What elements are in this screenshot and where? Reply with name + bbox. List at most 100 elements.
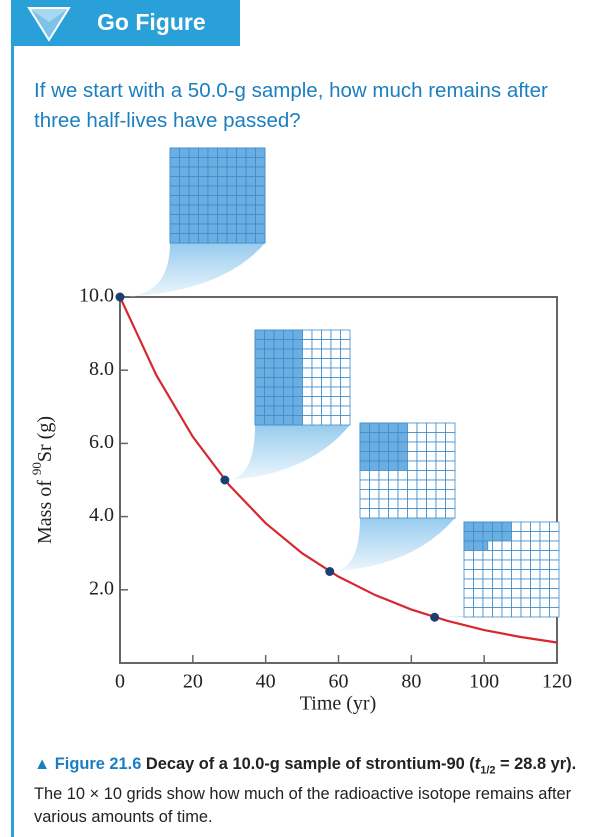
grid-cell <box>501 540 512 551</box>
grid-cell-filled <box>482 521 493 532</box>
grid-cell <box>426 470 437 481</box>
grid-cell <box>369 470 380 481</box>
grid-cell-filled <box>463 521 474 532</box>
grid-cell-filled <box>207 214 218 225</box>
grid-cell-filled <box>292 358 303 369</box>
grid-cell-filled <box>273 396 284 407</box>
grid-cell-filled <box>188 233 199 244</box>
y-label-text: Mass of <box>34 475 56 544</box>
grid-cell <box>539 588 550 599</box>
grid-cell <box>426 451 437 462</box>
grid-cell-filled <box>179 204 190 215</box>
caption-label: Figure 21.6 <box>54 755 142 773</box>
grid-cell <box>492 578 503 589</box>
grid-cell-filled <box>254 329 265 340</box>
grid-cell-filled <box>492 521 503 532</box>
grid-cell-filled <box>245 223 256 234</box>
grid-cell-filled <box>378 441 389 452</box>
grid-cell <box>388 479 399 490</box>
grid-cell <box>330 386 341 397</box>
grid-cell-filled <box>169 223 180 234</box>
grid-cell <box>416 432 427 443</box>
grid-cell-filled <box>179 195 190 206</box>
grid-cell <box>482 607 493 618</box>
grid-cell-filled <box>179 185 190 196</box>
grid-cell <box>549 540 560 551</box>
question: If we start with a 50.0-g sample, how mu… <box>34 79 548 132</box>
grid-cell-filled <box>236 185 247 196</box>
grid-cell-filled <box>245 157 256 168</box>
caption-marker: ▲ <box>34 755 51 773</box>
grid-cell-filled <box>283 396 294 407</box>
grid-cell-filled <box>198 204 209 215</box>
grid-cell-filled <box>283 405 294 416</box>
grid-cell <box>311 348 322 359</box>
grid-cell <box>520 588 531 599</box>
decay-grid <box>463 521 560 618</box>
grid-cell-filled <box>273 329 284 340</box>
grid-cell <box>426 498 437 509</box>
grid-cell <box>501 578 512 589</box>
grid-cell-filled <box>207 185 218 196</box>
grid-cell-filled <box>378 460 389 471</box>
grid-cell-filled <box>397 422 408 433</box>
grid-cell <box>340 415 351 426</box>
decay-curve <box>119 296 558 644</box>
grid-cell <box>539 521 550 532</box>
grid-cell-filled <box>264 329 275 340</box>
grid-cell <box>302 329 313 340</box>
grid-cell <box>501 588 512 599</box>
grid-cell-filled <box>378 451 389 462</box>
grid-cell <box>445 460 456 471</box>
grid-cell <box>407 479 418 490</box>
grid-cell-filled <box>292 348 303 359</box>
header-title: Go Figure <box>97 9 206 35</box>
grid-cell <box>511 578 522 589</box>
grid-cell <box>520 540 531 551</box>
grid-cell-filled <box>264 348 275 359</box>
grid-cell <box>549 521 560 532</box>
grid-cell-filled <box>198 195 209 206</box>
grid-cell-filled <box>255 157 266 168</box>
grid-cell <box>463 607 474 618</box>
grid-cell <box>359 498 370 509</box>
grid-cell-filled <box>236 195 247 206</box>
grid-cell <box>445 470 456 481</box>
grid-cell <box>378 479 389 490</box>
grid-cell-filled <box>378 422 389 433</box>
grid-cell <box>302 405 313 416</box>
grid-cell-filled <box>482 540 489 551</box>
grid-cell <box>330 339 341 350</box>
data-point <box>115 292 125 302</box>
grid-cell-filled <box>255 147 266 158</box>
y-tick-label: 8.0 <box>89 358 114 380</box>
grid-cell <box>511 550 522 561</box>
grid-cell-filled <box>169 176 180 187</box>
grid-cell-filled <box>388 460 399 471</box>
grid-cell <box>463 550 474 561</box>
grid-cell <box>511 521 522 532</box>
grid-cell <box>435 460 446 471</box>
grid-cell <box>530 559 541 570</box>
grid-cell <box>445 422 456 433</box>
grid-cell <box>530 569 541 580</box>
grid-cell <box>311 329 322 340</box>
y-tick-label: 10.0 <box>79 285 114 307</box>
grid-cell-filled <box>226 233 237 244</box>
y-label-sup: 90 <box>29 462 44 475</box>
grid-cell <box>311 396 322 407</box>
grid-cell-filled <box>207 223 218 234</box>
grid-cell <box>530 597 541 608</box>
grid-cell-filled <box>283 415 294 426</box>
grid-cell <box>407 508 418 519</box>
grid-cell-filled <box>397 460 408 471</box>
x-tick-label: 60 <box>329 671 349 693</box>
side-rule <box>11 0 14 837</box>
grid-cell-filled <box>179 157 190 168</box>
grid-cell <box>388 470 399 481</box>
grid-cell <box>340 396 351 407</box>
grid-cell <box>340 329 351 340</box>
grid-cell-filled <box>207 157 218 168</box>
grid-cell-filled <box>226 147 237 158</box>
grid-cell-filled <box>188 147 199 158</box>
